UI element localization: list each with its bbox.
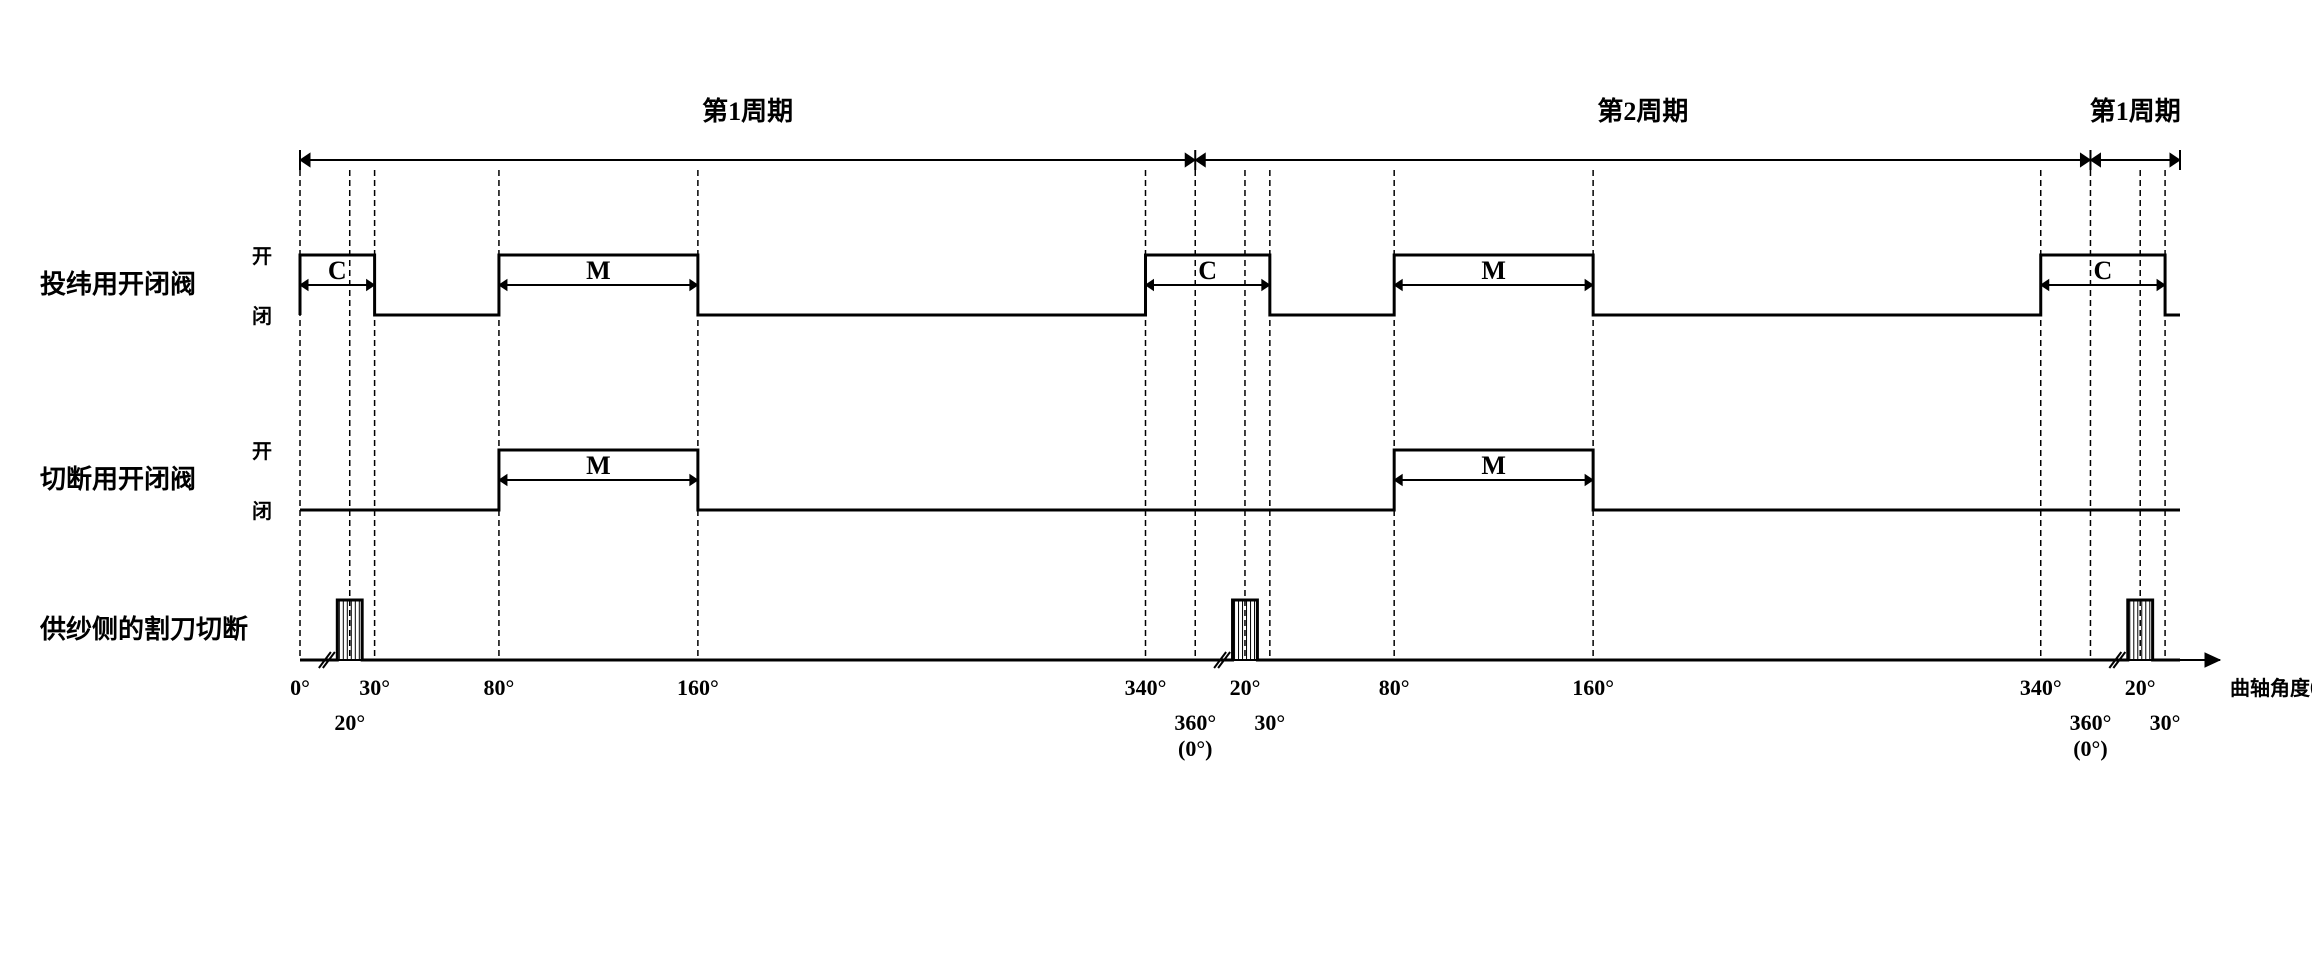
tick-label: 20° bbox=[1230, 675, 1261, 700]
tick-label: 80° bbox=[484, 675, 515, 700]
tick-label: 0° bbox=[290, 675, 310, 700]
cutter-signal bbox=[300, 600, 2180, 660]
pulse-tag: M bbox=[586, 451, 611, 480]
tick-label: 340° bbox=[1125, 675, 1167, 700]
tick-label: 160° bbox=[1572, 675, 1614, 700]
pulse-tag: M bbox=[1481, 451, 1506, 480]
tick-label: 80° bbox=[1379, 675, 1410, 700]
tick-label: 340° bbox=[2020, 675, 2062, 700]
row-label-cut: 切断用开闭阀 bbox=[40, 464, 196, 494]
pulse-tag: C bbox=[1198, 256, 1217, 285]
tick-label: 30° bbox=[2150, 710, 2181, 735]
period-label: 第2周期 bbox=[1597, 96, 1688, 126]
tick-label: 160° bbox=[677, 675, 719, 700]
axis-label: 曲轴角度θ bbox=[2230, 676, 2312, 700]
pulse-tag: C bbox=[328, 256, 347, 285]
close-label: 闭 bbox=[252, 305, 272, 328]
open-label: 开 bbox=[252, 246, 272, 268]
timing-diagram: 第1周期第2周期第1周期投纬用开闭阀切断用开闭阀供纱侧的割刀切断开闭开闭CMCM… bbox=[20, 20, 2312, 939]
row-label-cutter: 供纱侧的割刀切断 bbox=[39, 614, 248, 644]
pulse-tag: M bbox=[1481, 256, 1506, 285]
pulse-tag: C bbox=[2094, 256, 2113, 285]
tick-label: 20° bbox=[334, 710, 365, 735]
tick-label: 20° bbox=[2125, 675, 2156, 700]
pulse-tag: M bbox=[586, 256, 611, 285]
tick-label: 30° bbox=[359, 675, 390, 700]
row-label-weft: 投纬用开闭阀 bbox=[40, 269, 196, 299]
tick-label: 360° bbox=[1174, 710, 1216, 735]
tick-label: 30° bbox=[1254, 710, 1285, 735]
period-label: 第1周期 bbox=[2090, 96, 2181, 126]
tick-label: (0°) bbox=[2073, 736, 2107, 761]
period-label: 第1周期 bbox=[702, 96, 793, 126]
close-label: 闭 bbox=[252, 500, 272, 523]
tick-label: 360° bbox=[2070, 710, 2112, 735]
open-label: 开 bbox=[252, 441, 272, 463]
tick-label: (0°) bbox=[1178, 736, 1212, 761]
